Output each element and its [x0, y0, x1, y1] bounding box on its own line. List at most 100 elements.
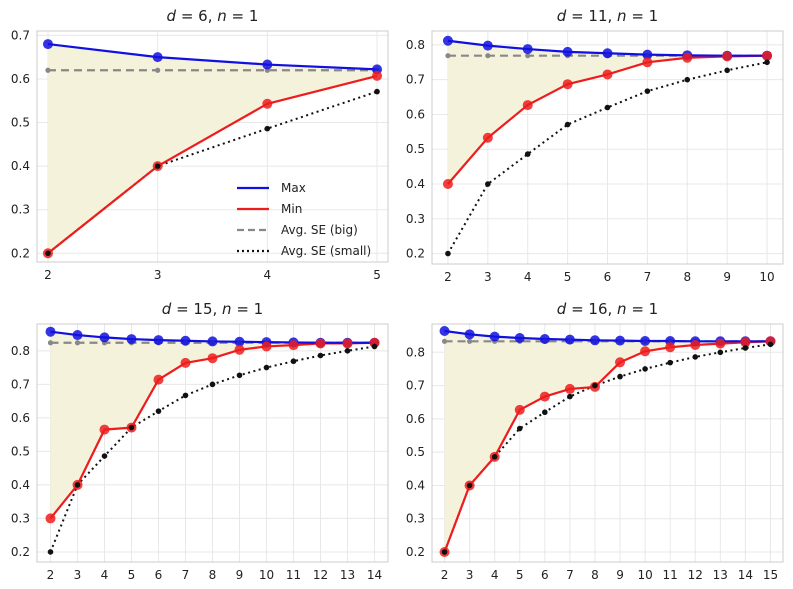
x-tick-label: 2: [47, 568, 55, 582]
max-point: [539, 333, 550, 344]
avg-se-small-point: [371, 343, 378, 350]
min-point: [762, 50, 773, 61]
avg-se-small-point: [445, 250, 451, 257]
min-point: [642, 57, 653, 68]
avg-se-big-point: [485, 53, 491, 59]
min-point: [315, 338, 326, 349]
avg-se-small-point: [485, 181, 491, 187]
legend: Max Min Avg. SE (big) Avg. SE (small): [237, 181, 371, 258]
min-point: [442, 179, 453, 190]
panel-title: d = 11, n = 1: [557, 7, 658, 25]
x-tick-label: 8: [209, 568, 217, 582]
x-tick-label: 14: [367, 568, 382, 582]
x-tick-label: 5: [564, 270, 572, 284]
y-tick-label: 0.4: [11, 159, 30, 173]
y-tick-label: 0.3: [406, 212, 425, 226]
avg-se-small-point: [264, 125, 271, 132]
panel-title: d = 6, n = 1: [167, 7, 259, 25]
x-tick-label: 6: [604, 270, 612, 284]
min-point: [45, 513, 56, 524]
x-tick-label: 9: [616, 568, 624, 582]
avg-se-small-point: [642, 366, 648, 372]
max-point: [642, 49, 653, 60]
avg-se-small-point: [182, 392, 189, 399]
x-tick-label: 11: [286, 568, 301, 582]
min-point: [207, 353, 218, 364]
max-point: [180, 335, 191, 346]
avg-se-big-point: [74, 340, 81, 346]
x-tick-label: 11: [663, 568, 678, 582]
max-point: [42, 39, 53, 50]
y-tick-label: 0.6: [11, 411, 30, 425]
x-tick-label: 5: [373, 268, 381, 282]
y-tick-label: 0.4: [11, 478, 30, 492]
x-tick-label: 2: [44, 268, 52, 282]
max-point: [442, 35, 453, 46]
y-tick-label: 0.2: [11, 246, 30, 260]
x-tick-label: 8: [591, 568, 599, 582]
avg-se-small-point: [236, 372, 243, 379]
x-tick-label: 2: [441, 568, 449, 582]
min-point: [690, 339, 701, 350]
y-tick-label: 0.3: [406, 512, 425, 526]
avg-se-small-point: [74, 482, 81, 488]
panel-title: d = 15, n = 1: [162, 300, 263, 318]
min-point: [482, 132, 493, 143]
min-point: [234, 344, 245, 355]
x-tick-label: 10: [259, 568, 274, 582]
y-tick-label: 0.4: [406, 177, 425, 191]
min-point: [539, 391, 550, 402]
avg-se-small-point: [45, 250, 51, 257]
avg-se-small-point: [524, 151, 531, 157]
y-tick-label: 0.2: [406, 545, 425, 559]
y-tick-label: 0.5: [11, 116, 30, 130]
min-line: [47, 74, 378, 255]
x-tick-label: 4: [264, 268, 272, 282]
max-min-shaded-region: [444, 330, 771, 553]
avg-se-big-point: [155, 67, 161, 73]
legend-label-max: Max: [281, 181, 306, 195]
min-point: [665, 342, 676, 353]
x-tick-label: 14: [738, 568, 753, 582]
avg-se-big-point: [45, 67, 51, 73]
x-tick-label: 8: [683, 270, 691, 284]
y-tick-label: 0.8: [406, 345, 425, 359]
x-tick-label: 3: [484, 270, 492, 284]
avg-se-small-point: [154, 163, 161, 169]
min-point: [522, 100, 533, 111]
min-point: [602, 69, 613, 80]
min-point: [99, 424, 110, 435]
y-tick-label: 0.8: [11, 344, 30, 358]
panel-1: 0.2 0.3 0.4 0.5 0.6 0.7 2 3 4 5 d = 6, n = 1: [11, 7, 389, 282]
max-line: [47, 42, 378, 71]
x-tick-label: 12: [688, 568, 703, 582]
min-point: [261, 341, 272, 352]
y-tick-label: 0.7: [406, 379, 425, 393]
min-point: [153, 374, 164, 385]
max-point: [522, 44, 533, 55]
max-point: [207, 336, 218, 347]
avg-se-small-line: [47, 90, 378, 255]
plot-frame: [36, 30, 389, 263]
panel-2: 0.2 0.3 0.4 0.5 0.6 0.7 0.8 2 3 4 5 6 7 8 9 10 d = 11, n…: [406, 7, 784, 284]
min-point: [288, 340, 299, 351]
x-tick-label: 7: [644, 270, 652, 284]
max-point: [602, 48, 613, 59]
x-tick-label: 7: [566, 568, 574, 582]
legend-label-small: Avg. SE (small): [281, 244, 371, 258]
max-point: [564, 334, 575, 345]
min-point: [715, 338, 726, 349]
min-point: [262, 98, 273, 109]
min-point: [180, 357, 191, 368]
x-tick-label: 9: [723, 270, 731, 284]
avg-se-small-point: [767, 341, 774, 348]
x-tick-label: 6: [155, 568, 163, 582]
y-tick-label: 0.7: [11, 377, 30, 391]
y-tick-label: 0.2: [11, 545, 30, 559]
x-tick-label: 6: [541, 568, 549, 582]
x-tick-label: 4: [491, 568, 499, 582]
avg-se-small-point: [209, 381, 216, 388]
avg-se-big-point: [47, 340, 54, 346]
min-point: [615, 357, 626, 368]
x-tick-label: 12: [313, 568, 328, 582]
